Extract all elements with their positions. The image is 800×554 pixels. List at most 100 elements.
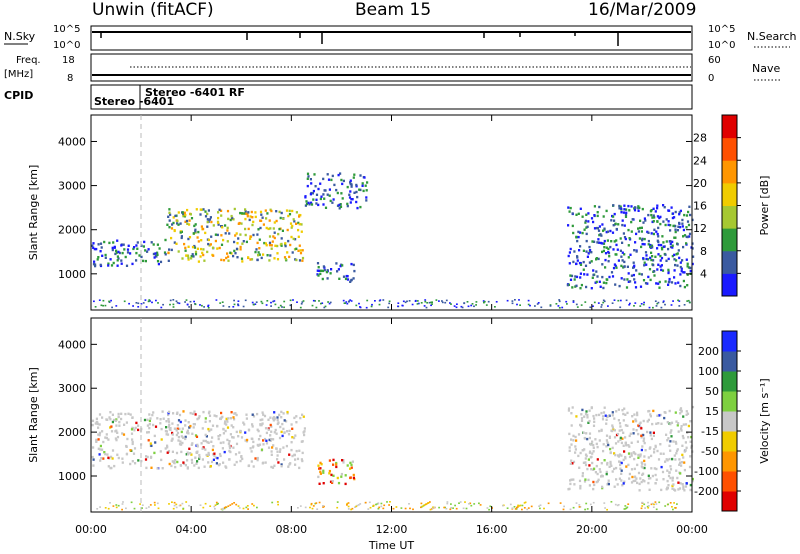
ground-scatter-cell — [207, 307, 210, 309]
ground-scatter-cell — [432, 506, 434, 508]
echo-cell — [281, 422, 284, 426]
echo-cell — [595, 258, 598, 261]
echo-cell — [681, 218, 684, 222]
echo-cell — [634, 281, 637, 284]
echo-cell — [659, 443, 662, 446]
ground-scatter-cell — [311, 304, 314, 307]
echo-cell — [245, 413, 248, 416]
echo-cell — [669, 242, 672, 246]
ground-scatter-cell — [115, 305, 118, 307]
echo-cell — [208, 429, 211, 433]
echo-cell — [199, 213, 202, 216]
echo-cell — [183, 211, 186, 214]
echo-cell — [688, 465, 692, 469]
echo-cell — [273, 221, 276, 224]
echo-cell — [273, 464, 276, 467]
ground-scatter-cell — [369, 506, 372, 509]
echo-cell — [168, 219, 171, 222]
echo-cell — [665, 259, 668, 262]
echo-cell — [366, 181, 369, 184]
echo-cell — [270, 453, 273, 456]
echo-cell — [248, 218, 251, 222]
ground-scatter-cell — [372, 505, 375, 507]
ground-scatter-cell — [228, 306, 231, 308]
echo-cell — [186, 459, 189, 462]
echo-cell — [105, 433, 108, 436]
echo-cell — [668, 471, 671, 474]
echo-cell — [100, 457, 103, 460]
echo-cell — [673, 276, 676, 279]
echo-cell — [200, 442, 203, 445]
echo-cell — [309, 193, 312, 196]
echo-cell — [606, 230, 610, 233]
echo-cell — [163, 251, 167, 254]
colorbar-segment — [722, 491, 737, 512]
echo-cell — [122, 433, 126, 436]
ground-scatter-cell — [475, 304, 477, 306]
echo-cell — [326, 193, 329, 196]
echo-cell — [135, 251, 138, 255]
cpid-entry-1: Stereo -6401 — [94, 95, 174, 108]
echo-cell — [637, 230, 640, 233]
echo-cell — [257, 228, 260, 231]
echo-cell — [173, 461, 176, 465]
echo-cell — [224, 465, 227, 468]
echo-cell — [361, 182, 364, 185]
echo-cell — [647, 239, 650, 243]
x-axis-label: Time UT — [368, 539, 414, 552]
echo-cell — [660, 256, 664, 260]
echo-cell — [146, 424, 149, 427]
echo-cell — [615, 478, 618, 481]
echo-cell — [181, 427, 184, 430]
echo-cell — [299, 251, 303, 255]
ground-scatter-cell — [652, 306, 654, 309]
echo-cell — [295, 222, 298, 225]
echo-cell — [176, 431, 180, 435]
echo-cell — [251, 425, 254, 428]
ground-scatter-cell — [315, 502, 318, 504]
ground-scatter-cell — [458, 502, 460, 504]
echo-cell — [105, 436, 108, 440]
echo-cell — [107, 456, 110, 459]
echo-cell — [604, 414, 607, 417]
echo-cell — [227, 217, 230, 221]
echo-cell — [244, 439, 247, 442]
echo-cell — [655, 282, 658, 285]
echo-cell — [679, 273, 682, 276]
echo-cell — [164, 238, 167, 242]
x-tick-label: 00:00 — [75, 523, 107, 536]
echo-cell — [168, 211, 171, 214]
echo-cell — [654, 445, 657, 449]
echo-cell — [158, 247, 161, 250]
echo-cell — [284, 244, 287, 248]
echo-cell — [677, 249, 680, 252]
echo-cell — [667, 484, 670, 487]
echo-cell — [213, 454, 216, 457]
echo-cell — [617, 440, 620, 443]
echo-cell — [187, 432, 190, 435]
echo-cell — [202, 227, 205, 231]
echo-cell — [154, 441, 157, 444]
echo-cell — [659, 452, 662, 455]
ground-scatter-cell — [653, 503, 655, 506]
echo-cell — [598, 280, 601, 283]
echo-cell — [612, 248, 615, 251]
echo-cell — [332, 458, 335, 462]
echo-cell — [660, 268, 663, 272]
echo-cell — [349, 476, 352, 479]
echo-cell — [331, 481, 334, 484]
ground-scatter-cell — [368, 501, 371, 504]
echo-cell — [669, 465, 672, 468]
echo-cell — [267, 418, 270, 421]
nave-bottom-tick: 0 — [708, 73, 714, 84]
echo-cell — [115, 251, 118, 254]
echo-cell — [662, 204, 665, 207]
echo-cell — [111, 248, 114, 252]
echo-cell — [256, 458, 259, 462]
echo-cell — [632, 451, 635, 454]
echo-cell — [220, 214, 223, 217]
echo-cell — [676, 243, 679, 246]
ground-scatter-cell — [223, 506, 226, 509]
echo-cell — [284, 258, 287, 261]
echo-cell — [656, 220, 659, 223]
